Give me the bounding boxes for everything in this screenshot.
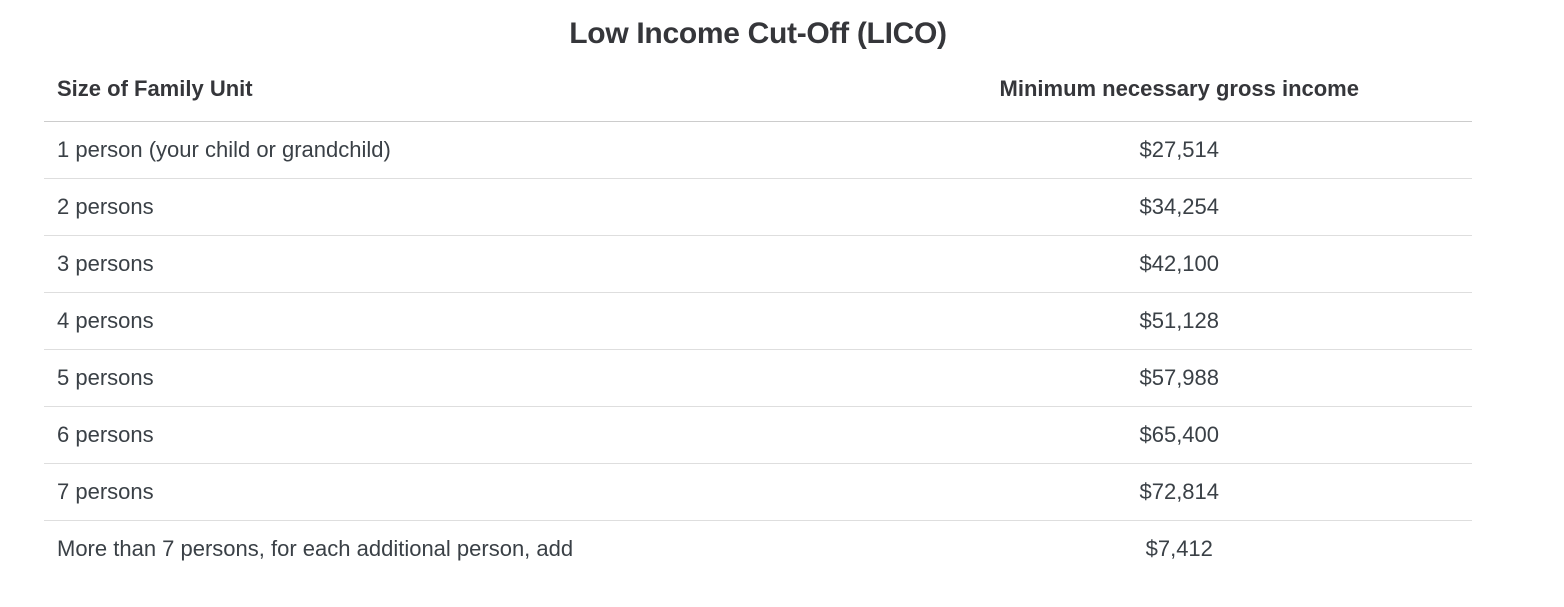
- family-unit-cell: More than 7 persons, for each additional…: [57, 536, 574, 561]
- income-cell: $51,128: [886, 292, 1472, 350]
- income-cell: $27,514: [886, 121, 1472, 179]
- family-unit-cell: 2 persons: [44, 178, 887, 236]
- income-cell: $42,100: [886, 235, 1472, 293]
- income-cell: $65,400: [886, 406, 1472, 464]
- table-header: Size of Family Unit Minimum necessary gr…: [44, 54, 1472, 122]
- column-header-gross-income: Minimum necessary gross income: [886, 54, 1472, 122]
- family-unit-cell: 1 person (your child or grandchild): [44, 121, 887, 179]
- table-row: 5 persons $57,988: [44, 349, 1472, 407]
- page-title: Low Income Cut-Off (LICO): [569, 17, 947, 50]
- income-cell: $57,988: [886, 349, 1472, 407]
- column-header-family-unit: Size of Family Unit: [44, 54, 887, 122]
- family-unit-cell: 4 persons: [44, 292, 887, 350]
- income-cell: $34,254: [886, 178, 1472, 236]
- table-row: 6 persons $65,400: [44, 406, 1472, 464]
- lico-table: Size of Family Unit Minimum necessary gr…: [44, 54, 1472, 577]
- table-row: 3 persons $42,100: [44, 235, 1472, 293]
- table-row: More than 7 persons, for each additional…: [44, 521, 1472, 578]
- table-row: 4 persons $51,128: [44, 292, 1472, 350]
- income-cell: $72,814: [886, 463, 1472, 521]
- family-unit-cell: 6 persons: [44, 406, 887, 464]
- family-unit-cell: 7 persons: [44, 463, 887, 521]
- table-row: 1 person (your child or grandchild) $27,…: [44, 121, 1472, 179]
- income-cell: $7,412: [1145, 536, 1213, 561]
- lico-page: Low Income Cut-Off (LICO) Size of Family…: [0, 14, 1564, 607]
- family-unit-cell: 5 persons: [44, 349, 887, 407]
- table-row: 2 persons $34,254: [44, 178, 1472, 236]
- table-row: 7 persons $72,814: [44, 463, 1472, 521]
- family-unit-cell: 3 persons: [44, 235, 887, 293]
- table-header-row: Size of Family Unit Minimum necessary gr…: [44, 54, 1472, 122]
- table-body: 1 person (your child or grandchild) $27,…: [44, 121, 1472, 578]
